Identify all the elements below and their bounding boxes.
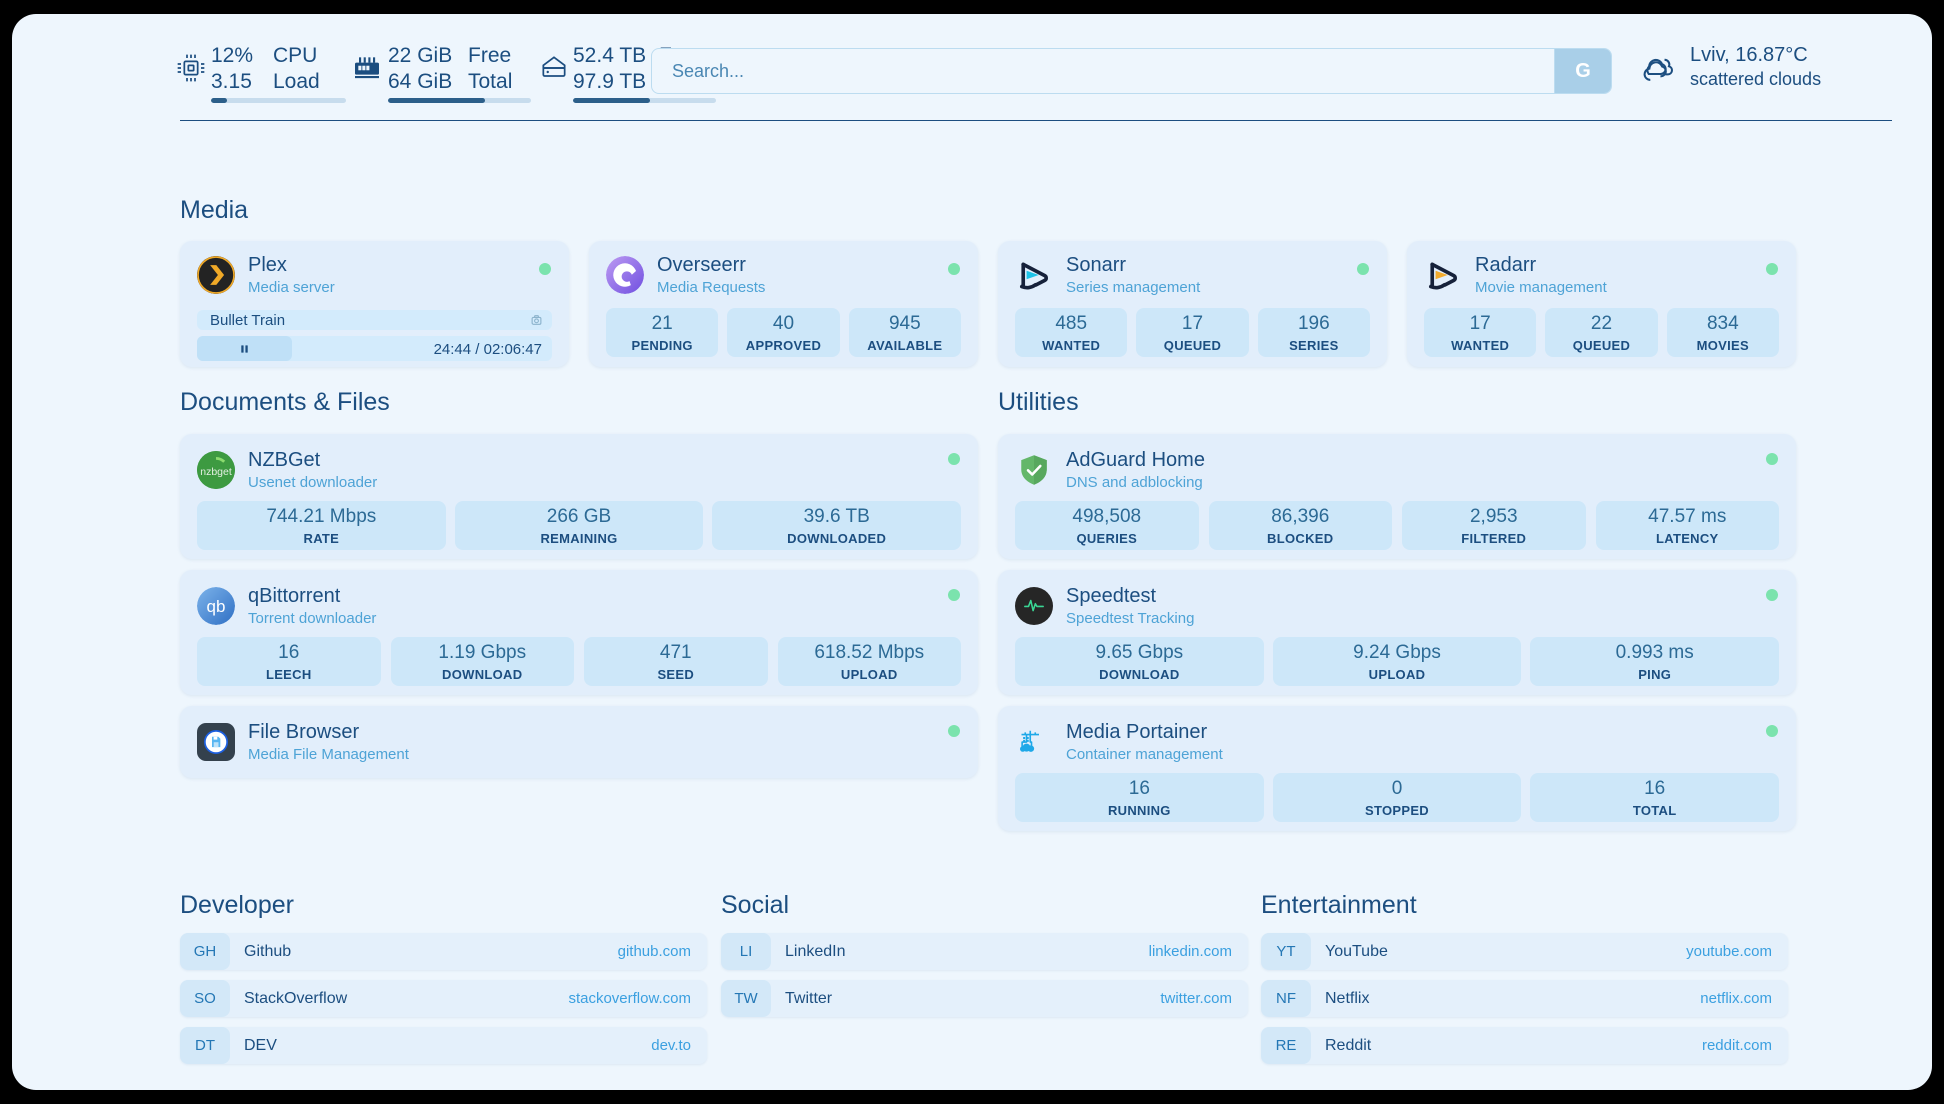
svg-text:nzbget: nzbget	[200, 466, 232, 478]
svg-text:qb: qb	[207, 597, 226, 616]
